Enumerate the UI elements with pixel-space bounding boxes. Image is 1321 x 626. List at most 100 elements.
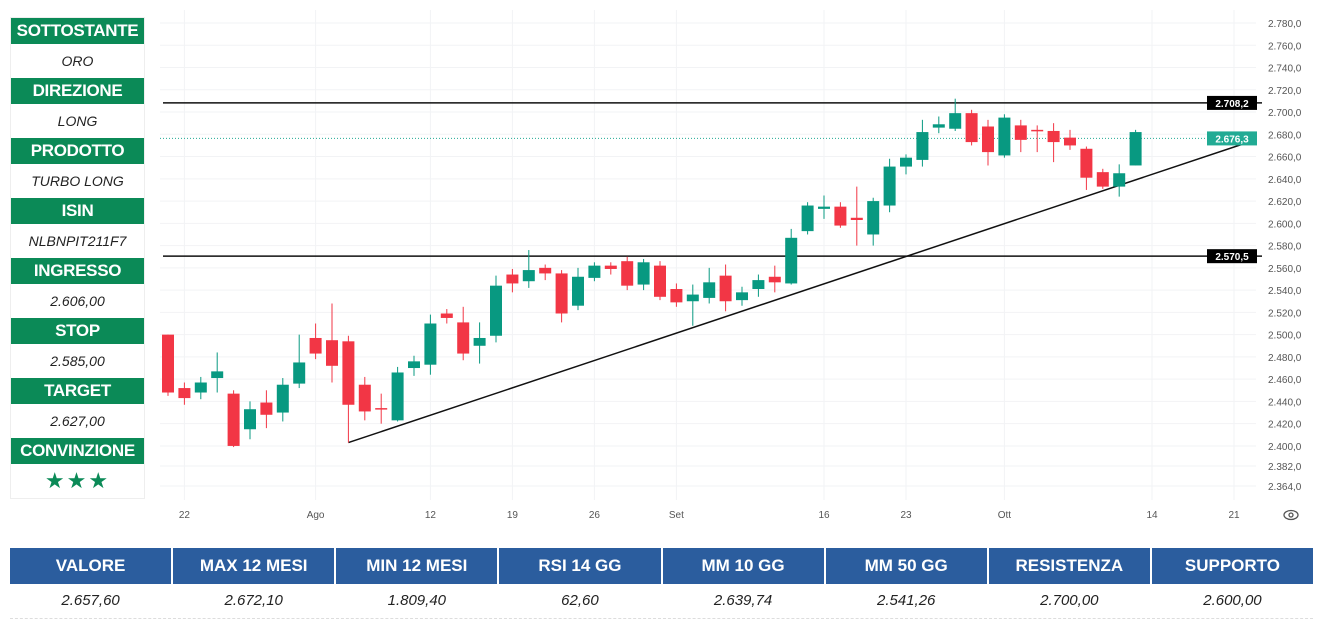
candle-body (1129, 132, 1142, 166)
table-value: 2.639,74 (662, 584, 824, 619)
last-price-label-box (1207, 131, 1257, 146)
y-tick-label: 2.460,0 (1268, 375, 1302, 386)
candle-body (457, 322, 470, 354)
table-header: VALORE (10, 548, 172, 584)
y-tick-label: 2.600,0 (1268, 219, 1302, 230)
panel-value: TURBO LONG (31, 173, 124, 189)
candle-body (818, 206, 830, 209)
level-lines (160, 102, 1262, 444)
candle-body (900, 157, 912, 167)
candle-body (572, 276, 584, 306)
panel-label: ISIN (11, 198, 144, 224)
price-label-box (1207, 95, 1257, 110)
trendline (348, 140, 1253, 444)
x-tick-label: 16 (818, 510, 830, 521)
candlestick-chart: 2.780,0 2.760,0 2.740,0 2.720,0 2.700,0 2.680… (160, 10, 1302, 521)
rating-stars: ★★★ (44, 468, 111, 493)
x-tick-label: 14 (1146, 510, 1158, 521)
y-tick-label: 2.780,0 (1268, 19, 1302, 30)
table-value: 2.541,26 (825, 584, 987, 619)
y-tick-label: 2.382,0 (1268, 462, 1302, 473)
candle-body (982, 126, 994, 153)
panel-label: INGRESSO (11, 258, 144, 284)
x-tick-label: Ago (307, 510, 325, 521)
candle-body (260, 402, 273, 415)
candle-body (506, 274, 519, 284)
table-header: MIN 12 MESI (336, 548, 498, 584)
candle-body (588, 265, 601, 278)
candle-body (686, 294, 699, 302)
candle-body (1014, 125, 1027, 140)
panel-value: 2.585,00 (50, 353, 105, 369)
panel-label: TARGET (11, 378, 144, 404)
y-tick-label: 2.520,0 (1268, 308, 1302, 319)
table-header: MM 50 GG (825, 548, 987, 584)
candle-body (342, 341, 355, 405)
y-tick-label: 2.500,0 (1268, 331, 1302, 342)
price-label-box (1207, 249, 1257, 264)
y-tick-label: 2.620,0 (1268, 197, 1302, 208)
candle-body (522, 270, 535, 282)
candle-body (965, 113, 978, 143)
candle-body (555, 273, 568, 314)
y-tick-label: 2.540,0 (1268, 286, 1302, 297)
candle-body (621, 261, 634, 286)
y-tick-label: 2.660,0 (1268, 153, 1302, 164)
panel-value: ORO (61, 53, 94, 69)
table-value: 2.657,60 (10, 584, 172, 619)
candle-body (178, 388, 191, 399)
axes: 2.780,0 2.760,0 2.740,0 2.720,0 2.700,0 2.680… (179, 19, 1302, 521)
x-tick-label: Ott (998, 510, 1012, 521)
trade-info-panel: SOTTOSTANTE ORO DIREZIONE LONG PRODOTTO TURBO… (10, 17, 145, 499)
table-header: RESISTENZA (988, 548, 1150, 584)
candle-body (211, 371, 224, 379)
candle-body (309, 337, 322, 354)
price-label: 2.570,5 (1215, 252, 1249, 263)
y-tick-label: 2.720,0 (1268, 86, 1302, 97)
candle-body (768, 276, 781, 283)
candle-body (604, 265, 617, 269)
y-tick-label: 2.400,0 (1268, 442, 1302, 453)
candle-body (473, 337, 486, 346)
candle-body (1080, 148, 1093, 178)
candle-body (719, 275, 732, 302)
table-value: 1.809,40 (336, 584, 498, 619)
candle-body (752, 280, 765, 290)
candle-body (850, 217, 863, 221)
x-tick-label: 21 (1228, 510, 1240, 521)
last-price-label: 2.676,3 (1215, 134, 1249, 145)
candle-body (867, 201, 880, 235)
table-value: 2.672,10 (173, 584, 335, 619)
candle-body (703, 282, 716, 298)
table-value: 2.700,00 (988, 584, 1150, 619)
y-tick-label: 2.480,0 (1268, 353, 1302, 364)
table-value: 62,60 (499, 584, 661, 619)
candle-body (1096, 172, 1109, 187)
candle-body (326, 340, 338, 366)
candle-body (1047, 130, 1060, 143)
candle-body (194, 382, 207, 393)
candle-body (949, 113, 962, 129)
y-tick-label: 2.580,0 (1268, 242, 1302, 253)
panel-value: NLBNPIT211F7 (28, 233, 127, 249)
price-label: 2.708,2 (1215, 99, 1249, 110)
panel-label: CONVINZIONE (11, 438, 144, 464)
candle-body (440, 313, 453, 318)
panel-value: 2.606,00 (50, 293, 105, 309)
x-tick-label: Set (669, 510, 684, 521)
x-tick-label: 12 (425, 510, 437, 521)
candle-body (539, 267, 552, 274)
eye-icon[interactable] (1283, 509, 1299, 521)
y-tick-label: 2.420,0 (1268, 420, 1302, 431)
x-tick-label: 26 (589, 510, 601, 521)
candle-body (883, 166, 896, 206)
candle-body (736, 292, 748, 301)
y-tick-label: 2.560,0 (1268, 264, 1302, 275)
panel-value: 2.627,00 (50, 413, 105, 429)
y-tick-label: 2.364,0 (1268, 482, 1302, 493)
candle-body (375, 408, 388, 410)
panel-value: LONG (57, 113, 98, 129)
candle-body (490, 285, 502, 336)
y-tick-label: 2.640,0 (1268, 175, 1302, 186)
panel-label: STOP (11, 318, 144, 344)
